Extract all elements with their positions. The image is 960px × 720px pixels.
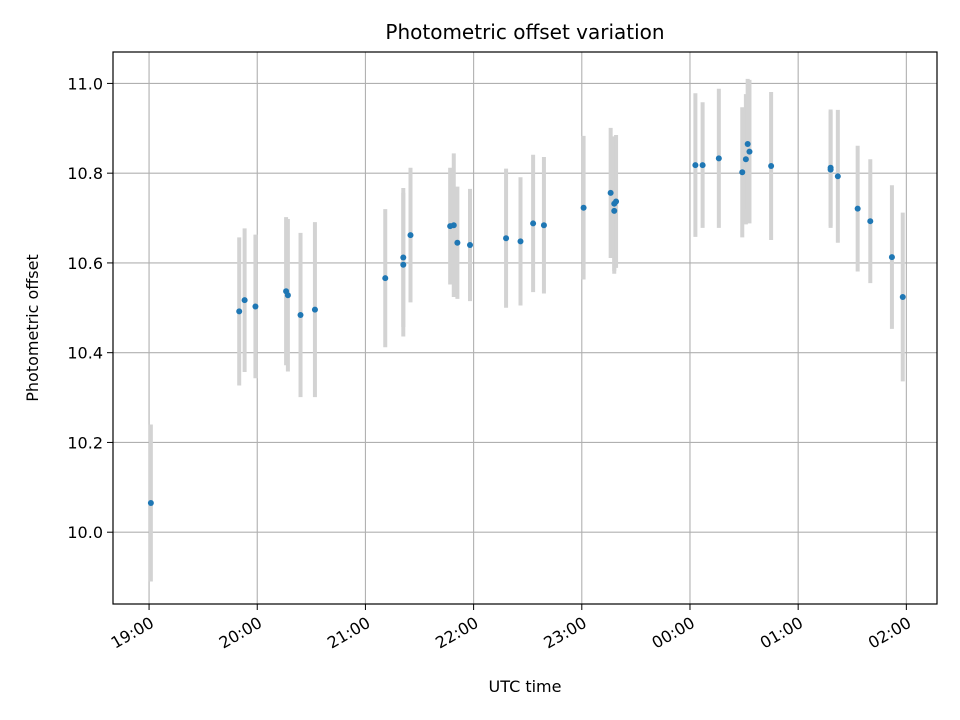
data-point [503, 235, 510, 242]
y-tick-label: 11.0 [67, 74, 103, 93]
y-tick-label: 10.2 [67, 433, 103, 452]
data-point [613, 198, 620, 205]
data-point [147, 500, 154, 507]
data-point [400, 254, 407, 261]
y-tick-label: 10.8 [67, 164, 103, 183]
data-point [827, 164, 834, 171]
data-point [517, 238, 524, 245]
data-point [899, 294, 906, 301]
x-axis-label: UTC time [489, 677, 562, 696]
data-point [382, 275, 389, 282]
data-point [241, 297, 248, 304]
data-point [540, 222, 547, 229]
grid [113, 52, 937, 604]
data-point [699, 162, 706, 169]
data-point [450, 222, 457, 229]
data-point [454, 239, 461, 246]
data-point [607, 189, 614, 196]
data-point [867, 218, 874, 225]
y-tick-label: 10.6 [67, 254, 103, 273]
data-point [580, 204, 587, 211]
chart-title: Photometric offset variation [385, 20, 664, 44]
data-point [252, 303, 259, 310]
data-point [284, 292, 291, 299]
data-point [692, 162, 699, 169]
data-point [236, 308, 243, 315]
y-axis-ticks: 10.0 10.2 10.4 10.6 10.8 11.0 [67, 74, 113, 542]
data-point [739, 169, 746, 176]
data-points [147, 141, 906, 507]
data-point [311, 306, 318, 313]
y-tick-label: 10.0 [67, 523, 103, 542]
data-point [834, 173, 841, 180]
data-point [407, 232, 414, 239]
data-point [611, 207, 618, 214]
data-point [854, 205, 861, 212]
y-axis-label: Photometric offset [23, 254, 42, 402]
data-point [530, 220, 537, 227]
data-point [768, 162, 775, 169]
data-point [742, 156, 749, 163]
data-point [744, 141, 751, 147]
plot-frame [112, 51, 938, 605]
data-point [400, 261, 407, 268]
y-tick-label: 10.4 [67, 344, 103, 363]
data-point [715, 155, 722, 162]
data-point [467, 241, 474, 248]
data-point [888, 254, 895, 261]
data-point [297, 311, 304, 318]
data-point [746, 148, 753, 155]
